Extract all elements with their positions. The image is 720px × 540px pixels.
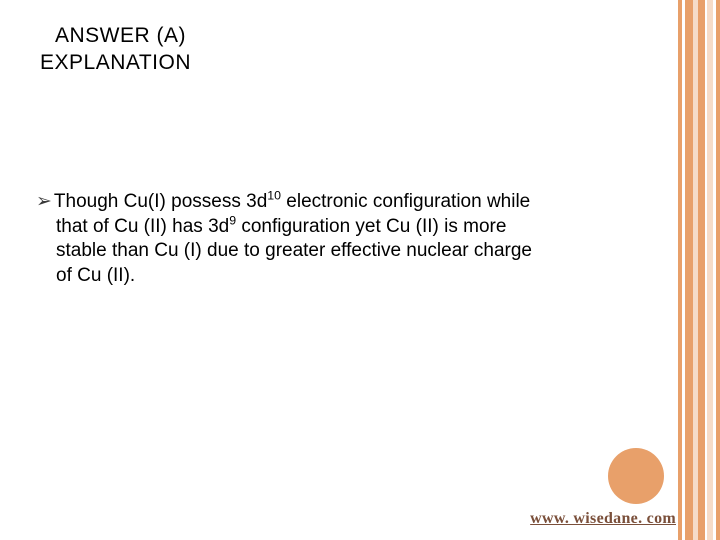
bullet-item: ➢Though Cu(I) possess 3d10 electronic co…	[36, 190, 660, 289]
right-stripes	[678, 0, 720, 540]
footer-link[interactable]: www. wisedane. com	[530, 510, 676, 528]
bullet-line-3: stable than Cu (I) due to greater effect…	[36, 239, 660, 264]
stripe	[716, 0, 720, 540]
header-line-2: EXPLANATION	[40, 49, 191, 76]
bullet-line-4: of Cu (II).	[36, 264, 660, 289]
bullet-line-2: that of Cu (II) has 3d9 configuration ye…	[36, 215, 660, 240]
bullet-arrow-icon: ➢	[36, 190, 52, 215]
slide-header: ANSWER (A) EXPLANATION	[50, 22, 191, 77]
bullet-line-1: Though Cu(I) possess 3d10 electronic con…	[54, 191, 530, 212]
stripe	[698, 0, 705, 540]
accent-circle-icon	[608, 448, 664, 504]
header-line-1: ANSWER (A)	[50, 22, 191, 49]
stripe	[685, 0, 693, 540]
